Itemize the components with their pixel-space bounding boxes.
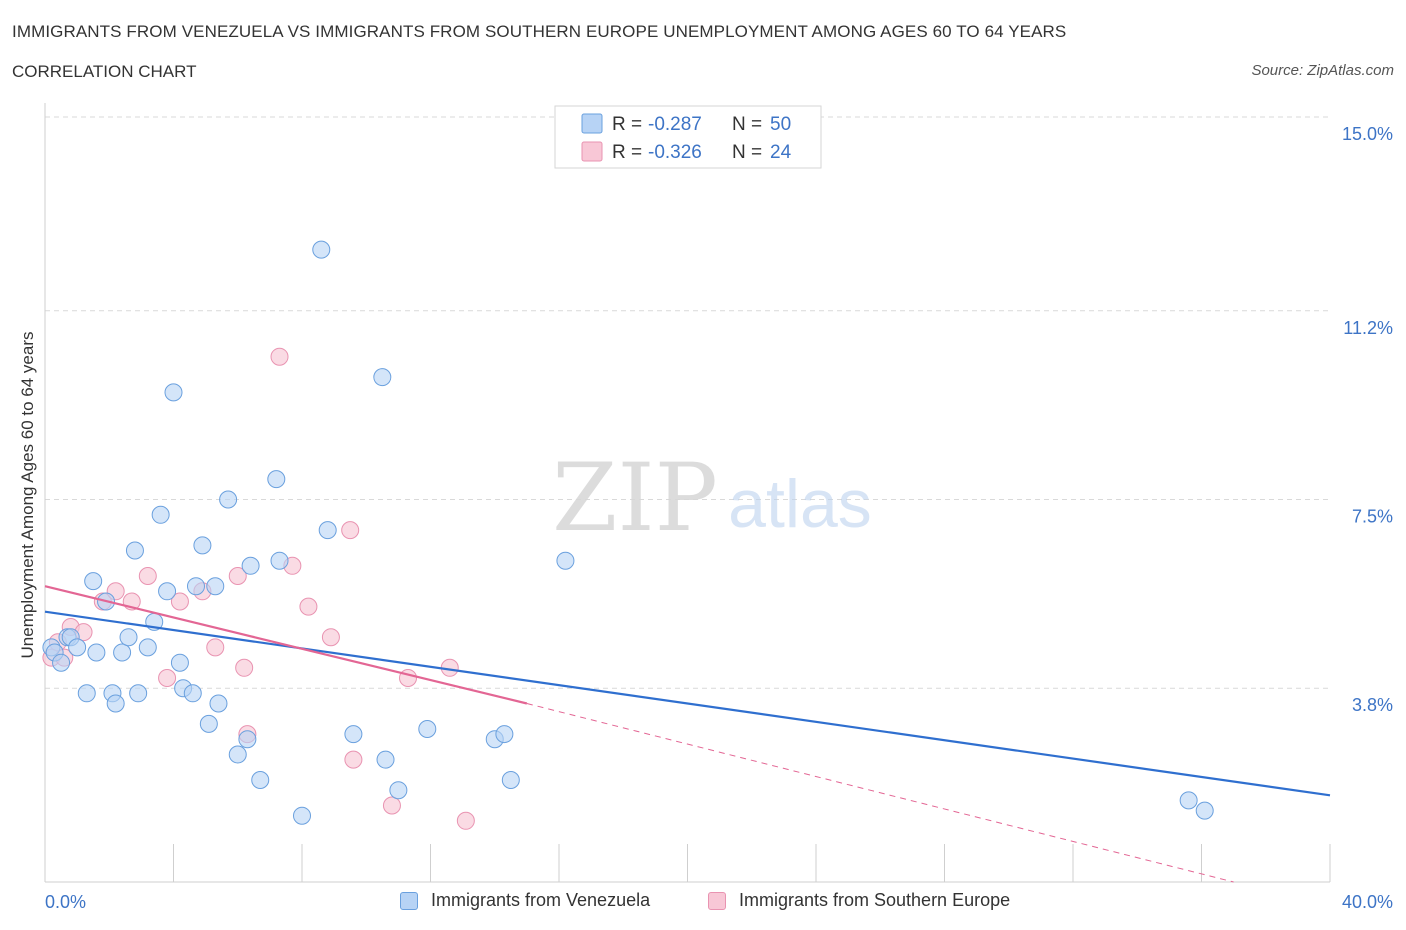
legend-r-value-2: -0.326: [648, 142, 702, 163]
source-credit: Source: ZipAtlas.com: [1251, 62, 1394, 79]
tick-labels: 3.8% 7.5% 11.2% 15.0% 0.0% 40.0%: [45, 124, 1393, 912]
venezuela-point: [251, 771, 270, 789]
y-tick-label: 7.5%: [1352, 507, 1393, 527]
venezuela-point: [77, 684, 96, 703]
legend-bottom-southern-europe-swatch: [708, 891, 726, 910]
venezuela-point: [151, 505, 170, 524]
venezuela-point: [186, 577, 205, 596]
watermark: ZIP atlas: [552, 444, 872, 553]
venezuela-point: [138, 638, 157, 657]
venezuela-point: [389, 781, 408, 800]
chart-subtitle: CORRELATION CHART: [12, 62, 197, 81]
legend-bottom-venezuela-swatch: [400, 891, 418, 910]
southern-europe-trend-line: [44, 585, 528, 705]
venezuela-point: [293, 806, 311, 825]
venezuela-point: [125, 541, 144, 560]
venezuela-point: [183, 684, 202, 703]
venezuela-point: [68, 638, 87, 657]
venezuela-point: [219, 490, 238, 509]
legend-southern-europe-swatch: [581, 141, 603, 162]
venezuela-point: [318, 521, 337, 540]
legend-r-label-1: R =: [612, 114, 642, 135]
southern-europe-point: [170, 592, 189, 611]
southern-europe-point: [158, 669, 177, 687]
venezuela-point: [1195, 801, 1214, 820]
venezuela-point: [495, 725, 514, 744]
venezuela-point: [113, 643, 132, 662]
venezuela-point: [52, 653, 71, 672]
legend-bottom-venezuela-label: Immigrants from Venezuela: [431, 890, 651, 910]
legend-n-label-2: N =: [732, 142, 762, 163]
watermark-zip: ZIP: [552, 444, 718, 553]
legend-n-value-1: 50: [770, 114, 791, 135]
grid-lines: [45, 116, 1330, 689]
venezuela-point: [129, 684, 148, 703]
legend-n-value-2: 24: [770, 142, 792, 163]
venezuela-point: [170, 653, 189, 672]
venezuela-points: [42, 240, 1214, 825]
venezuela-point: [270, 551, 289, 570]
x-tick-label: 40.0%: [1342, 892, 1393, 912]
venezuela-point: [501, 771, 520, 789]
legend-top: R = -0.287 N = 50 R = -0.326 N = 24: [554, 105, 822, 169]
southern-europe-trend-extension: [526, 703, 1234, 883]
venezuela-point: [418, 720, 437, 738]
southern-europe-point: [235, 658, 254, 677]
legend-r-label-2: R =: [612, 142, 642, 163]
y-tick-label: 3.8%: [1352, 695, 1393, 715]
venezuela-point: [119, 628, 138, 647]
southern-europe-point: [321, 628, 340, 647]
venezuela-point: [193, 536, 212, 555]
venezuela-point: [158, 582, 177, 601]
venezuela-point: [84, 572, 103, 591]
southern-europe-point: [270, 347, 289, 366]
legend-bottom-venezuela: Immigrants from Venezuela: [400, 890, 650, 911]
venezuela-point: [199, 714, 218, 733]
venezuela-point: [238, 730, 257, 749]
legend-n-label-1: N =: [732, 114, 762, 135]
venezuela-point: [376, 750, 395, 769]
southern-europe-point: [228, 567, 247, 585]
venezuela-trend-line: [44, 610, 1331, 797]
legend-bottom-southern-europe: Immigrants from Southern Europe: [708, 890, 1010, 911]
venezuela-point: [344, 725, 363, 744]
southern-europe-point: [299, 597, 318, 616]
venezuela-point: [556, 551, 575, 570]
x-tick-label: 0.0%: [45, 892, 86, 912]
venezuela-point: [209, 694, 228, 713]
y-tick-label: 15.0%: [1342, 124, 1393, 144]
venezuela-point: [87, 643, 106, 662]
axes: [44, 103, 1331, 883]
y-axis-label: Unemployment Among Ages 60 to 64 years: [18, 331, 37, 659]
venezuela-point: [164, 383, 183, 402]
southern-europe-point: [382, 796, 401, 815]
chart-title: IMMIGRANTS FROM VENEZUELA VS IMMIGRANTS …: [12, 22, 1067, 41]
southern-europe-points: [42, 347, 475, 830]
venezuela-point: [373, 368, 392, 387]
venezuela-point: [106, 694, 125, 713]
y-tick-label: 11.2%: [1343, 318, 1393, 338]
venezuela-point: [241, 556, 260, 575]
trend-lines: [44, 585, 1331, 883]
southern-europe-point: [341, 521, 360, 540]
southern-europe-point: [138, 567, 157, 585]
venezuela-point: [1179, 791, 1198, 810]
legend-bottom-southern-europe-label: Immigrants from Southern Europe: [739, 890, 1011, 910]
watermark-atlas: atlas: [728, 466, 872, 542]
legend-r-value-1: -0.287: [648, 114, 702, 135]
southern-europe-point: [206, 638, 225, 657]
venezuela-point: [312, 240, 331, 259]
venezuela-point: [206, 577, 225, 596]
southern-europe-point: [456, 811, 475, 830]
southern-europe-point: [344, 750, 363, 769]
legend-venezuela-swatch: [581, 113, 603, 134]
legend-bottom: Immigrants from Venezuela Immigrants fro…: [0, 890, 1406, 914]
venezuela-point: [228, 745, 247, 764]
venezuela-point: [267, 470, 286, 489]
